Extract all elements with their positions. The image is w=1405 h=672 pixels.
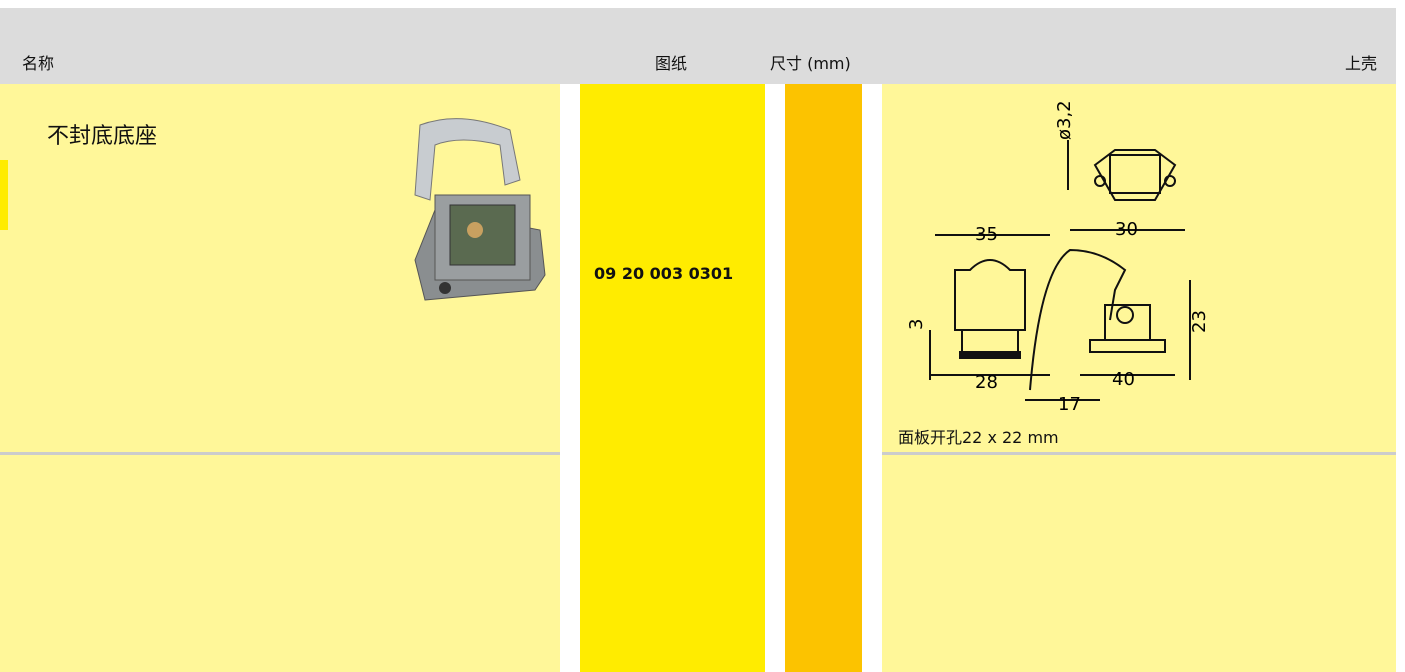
header-upper: 上壳 <box>1345 54 1378 73</box>
dimension-label: 40 <box>1112 369 1135 390</box>
drawing-column <box>580 84 765 672</box>
dimension-label: ø3,2 <box>1054 100 1075 140</box>
dimension-label: 23 <box>1189 310 1210 333</box>
name-column <box>0 84 560 672</box>
product-photo <box>414 118 546 301</box>
header-name: 名称 <box>22 54 55 73</box>
side-marker <box>0 160 8 230</box>
dimension-label: 3 <box>906 319 927 330</box>
header-bar <box>0 8 1396 84</box>
panel-note: 面板开孔22 x 22 mm <box>898 428 1059 447</box>
dimension-column <box>785 84 862 672</box>
header-drawing: 图纸 <box>655 54 688 73</box>
header-dimensions: 尺寸 (mm) <box>770 54 851 73</box>
technical-drawing: ø3,2 35 30 3 28 17 40 23 <box>906 100 1210 415</box>
dimension-label: 30 <box>1115 219 1138 240</box>
dimension-label: 35 <box>975 224 998 245</box>
product-name: 不封底底座 <box>47 124 158 149</box>
dimension-label: 28 <box>975 372 998 393</box>
row-divider <box>882 452 1396 455</box>
part-number: 09 20 003 0301 <box>594 264 734 283</box>
row-divider <box>0 452 560 455</box>
upper-column <box>882 84 1396 672</box>
dimension-label: 17 <box>1058 394 1081 415</box>
